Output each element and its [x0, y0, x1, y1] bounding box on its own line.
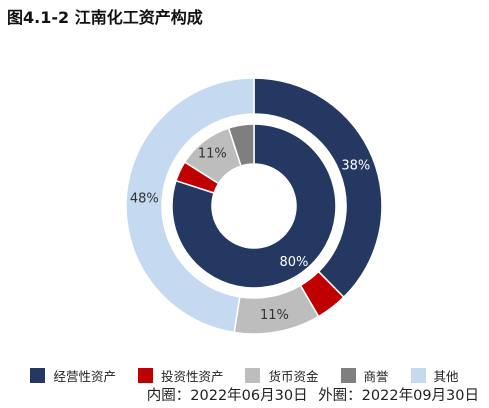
legend-label: 商誉	[363, 369, 389, 384]
outer-slice-label-0: 38%	[341, 158, 370, 173]
outer-slice-4	[125, 77, 255, 334]
legend-item: 经营性资产	[30, 366, 116, 385]
legend-label: 货币资金	[268, 369, 319, 384]
legend-item: 投资性资产	[137, 366, 224, 385]
legend-swatch	[137, 368, 153, 383]
legend-item: 其他	[410, 366, 459, 385]
inner-slice-label-0: 80%	[280, 255, 309, 270]
legend-label: 投资性资产	[160, 369, 224, 384]
outer-slice-label-4: 48%	[130, 191, 159, 206]
chart-title: 图4.1-2 江南化工资产构成	[7, 8, 203, 27]
outer-slice-label-2: 11%	[260, 308, 289, 323]
legend-label: 其他	[433, 369, 459, 384]
legend-label: 经营性资产	[53, 369, 116, 384]
inner-slice-0	[171, 123, 337, 289]
inner-ring-caption: 内圈：2022年06月30日	[146, 388, 308, 404]
inner-slice-3	[227, 123, 255, 168]
slice-labels: 80% 11% 38% 11% 48%	[130, 146, 370, 323]
legend-item: 商誉	[340, 366, 389, 385]
outer-ring	[125, 77, 383, 335]
double-donut-chart: 80% 11% 38% 11% 48%	[125, 77, 383, 335]
legend-swatch	[30, 368, 46, 383]
legend-swatch	[340, 368, 356, 383]
ring-caption: 内圈：2022年06月30日 外圈：2022年09月30日	[147, 384, 479, 405]
legend-swatch	[245, 368, 261, 383]
legend: 经营性资产 投资性资产 货币资金 商誉 其他	[0, 366, 489, 385]
inner-ring	[171, 123, 337, 289]
outer-ring-caption: 外圈：2022年09月30日	[318, 388, 479, 404]
outer-slice-0	[253, 77, 383, 299]
legend-swatch	[410, 368, 426, 383]
inner-slice-label-2: 11%	[198, 146, 227, 161]
legend-item: 货币资金	[245, 366, 319, 385]
